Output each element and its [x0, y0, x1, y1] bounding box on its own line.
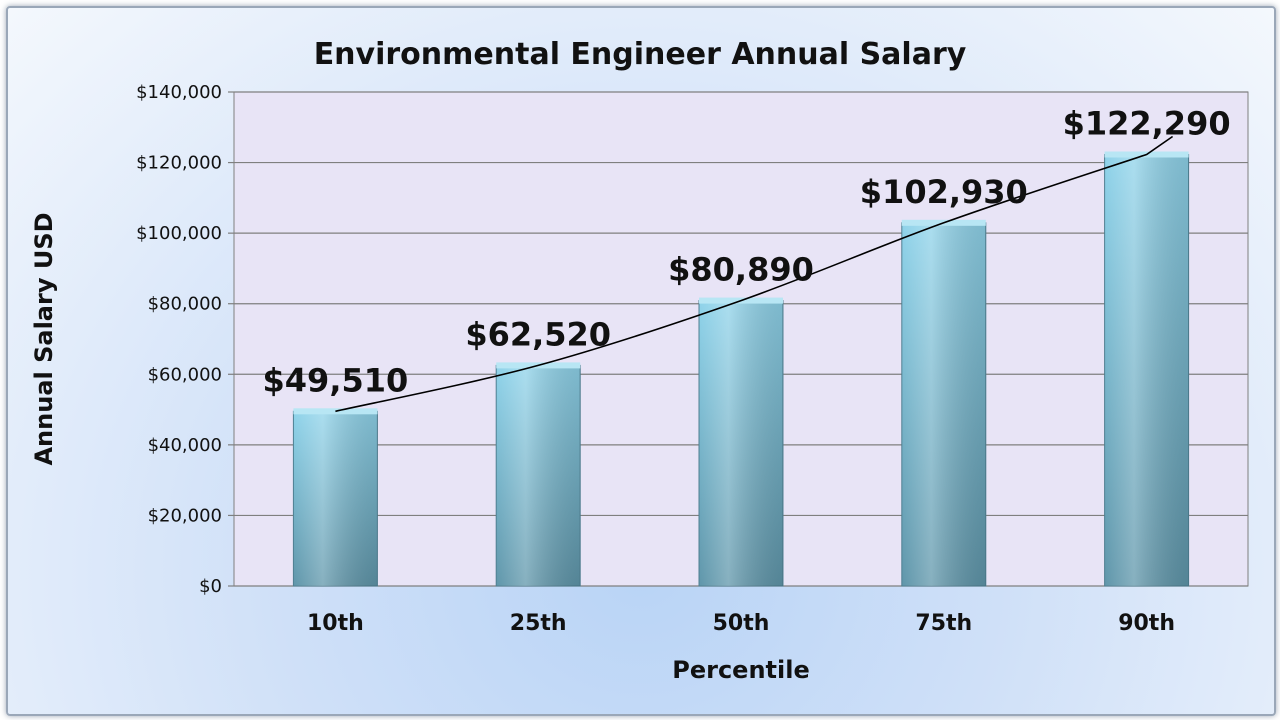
x-tick-label: 25th	[510, 611, 567, 636]
bar-shine	[699, 300, 783, 586]
bar-shine	[496, 365, 581, 586]
x-tick-label: 75th	[915, 611, 972, 636]
y-tick-label: $0	[199, 576, 222, 597]
x-tick-label: 50th	[713, 611, 770, 636]
trendline	[335, 135, 1174, 413]
y-tick-label: $80,000	[148, 294, 222, 315]
x-axis-title: Percentile	[672, 656, 810, 684]
chart: $0 $20,000 $40,000 $60,000 $80,000 $100,000 $1…	[30, 37, 1249, 684]
chart-title: Environmental Engineer Annual Salary	[314, 37, 967, 72]
x-tick-label: 90th	[1118, 611, 1175, 636]
bar-shine	[293, 411, 378, 586]
y-tick-label: $40,000	[148, 435, 222, 456]
y-tick-label: $120,000	[136, 153, 222, 174]
x-tick-label: 10th	[307, 611, 364, 636]
bar-shine	[1104, 154, 1189, 586]
y-axis-title: Annual Salary USD	[30, 212, 58, 465]
y-tick-label: $140,000	[136, 82, 222, 103]
data-label: $49,510	[263, 361, 409, 399]
y-tick-label: $100,000	[136, 223, 222, 244]
x-axis-ticks: 10th 25th 50th 75th 90th	[307, 611, 1175, 636]
y-tick-label: $60,000	[148, 364, 222, 385]
data-label: $62,520	[465, 315, 611, 353]
chart-frame: $0 $20,000 $40,000 $60,000 $80,000 $100,000 $1…	[6, 6, 1276, 716]
y-axis-ticks: $0 $20,000 $40,000 $60,000 $80,000 $100,000 $1…	[136, 82, 234, 597]
data-label: $80,890	[668, 251, 814, 289]
data-label: $122,290	[1063, 104, 1231, 142]
bars	[292, 151, 1190, 587]
data-label: $102,930	[860, 173, 1028, 211]
y-tick-label: $20,000	[148, 505, 222, 526]
bar-shine	[901, 222, 986, 586]
data-labels: $49,510 $62,520 $80,890 $102,930 $122,290	[263, 104, 1231, 399]
